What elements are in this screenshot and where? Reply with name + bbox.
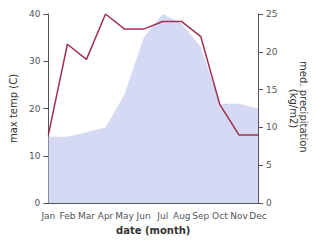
svg-text:15: 15: [266, 85, 277, 95]
svg-text:Feb: Feb: [59, 211, 75, 221]
svg-text:10: 10: [29, 151, 41, 161]
svg-text:30: 30: [29, 56, 41, 66]
svg-text:May: May: [115, 211, 134, 221]
svg-text:5: 5: [266, 160, 272, 170]
svg-text:0: 0: [266, 198, 272, 208]
svg-text:Jun: Jun: [136, 211, 151, 221]
svg-text:med. precipitation: med. precipitation: [297, 61, 309, 156]
svg-text:(kg/m2): (kg/m2): [288, 89, 299, 129]
svg-text:20: 20: [29, 104, 41, 114]
svg-text:Oct: Oct: [212, 211, 228, 221]
svg-text:Jan: Jan: [40, 211, 55, 221]
svg-text:Nov: Nov: [230, 211, 248, 221]
svg-text:Aug: Aug: [173, 211, 191, 221]
svg-text:0: 0: [35, 198, 41, 208]
svg-text:Sep: Sep: [192, 211, 209, 221]
svg-text:40: 40: [29, 9, 41, 19]
svg-text:Jul: Jul: [156, 211, 168, 221]
svg-text:20: 20: [266, 47, 278, 57]
svg-text:max temp (C): max temp (C): [8, 74, 19, 143]
svg-text:Apr: Apr: [98, 211, 114, 221]
svg-text:10: 10: [266, 122, 278, 132]
svg-text:Mar: Mar: [78, 211, 95, 221]
svg-text:25: 25: [266, 9, 277, 19]
svg-text:date (month): date (month): [116, 225, 190, 236]
svg-text:Dec: Dec: [249, 211, 266, 221]
